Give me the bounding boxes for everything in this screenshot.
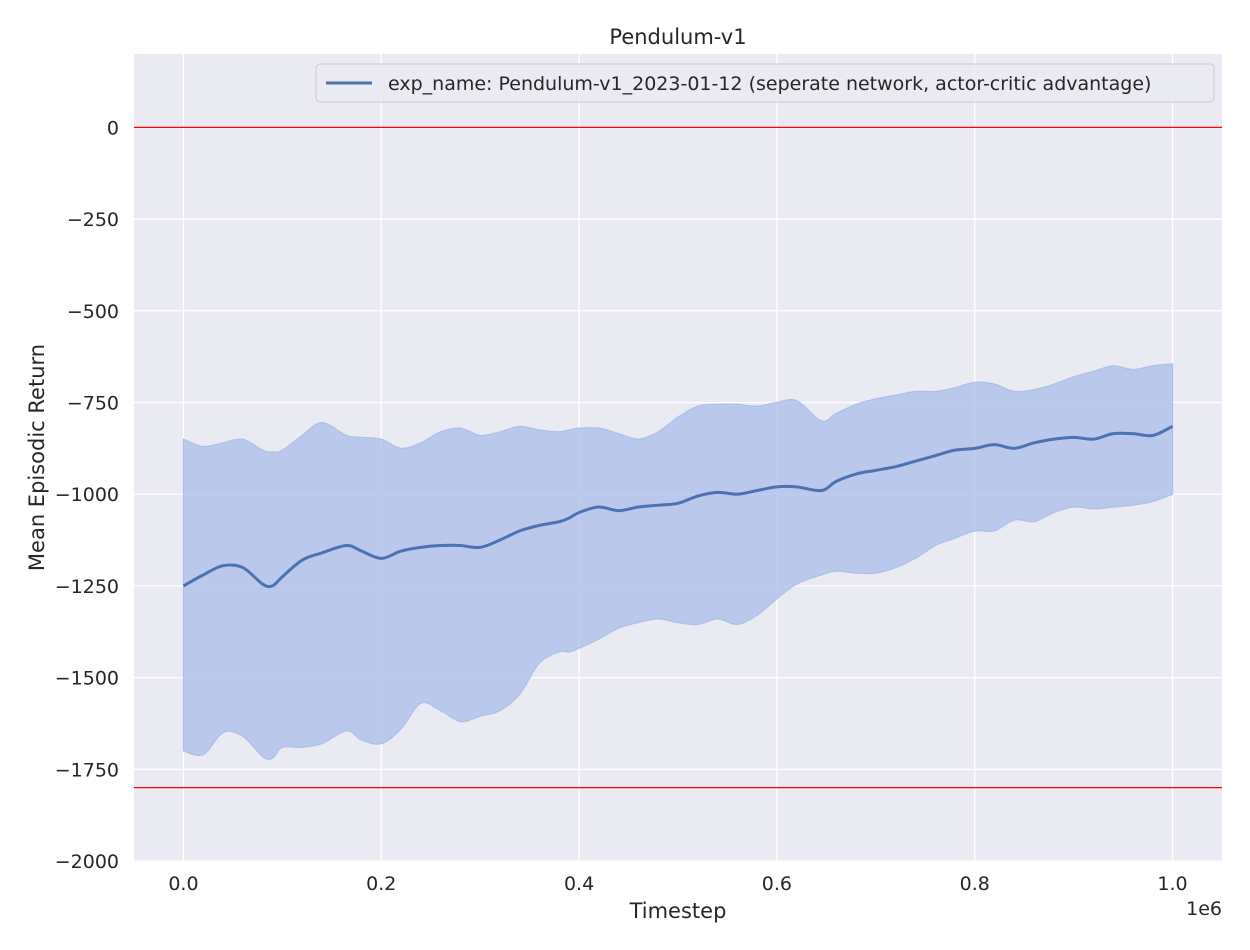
line-layer <box>182 424 1174 589</box>
x-tick-label: 0.6 <box>762 873 792 895</box>
mean-return-line <box>182 424 1174 589</box>
confidence-band <box>182 363 1174 760</box>
y-tick-label: −250 <box>67 209 119 231</box>
x-axis-title: Timestep <box>629 899 727 923</box>
x-tick-label: 1.0 <box>1157 873 1187 895</box>
y-axis-title: Mean Episodic Return <box>25 344 49 571</box>
y-tick-label: −2000 <box>55 851 119 873</box>
y-tick-label: −1250 <box>55 576 119 598</box>
y-tick-label: −500 <box>67 301 119 323</box>
y-tick-label: −750 <box>67 392 119 414</box>
x-axis: 0.0 0.2 0.4 0.6 0.8 1.0 <box>168 873 1187 895</box>
x-axis-offset-label: 1e6 <box>1186 898 1222 920</box>
x-tick-label: 0.4 <box>564 873 594 895</box>
y-tick-label: −1000 <box>55 484 119 506</box>
legend-entry-label: exp_name: Pendulum-v1_2023-01-12 (sepera… <box>388 73 1151 95</box>
y-tick-label: −1750 <box>55 759 119 781</box>
y-tick-label: 0 <box>107 117 119 139</box>
reference-lines <box>134 126 1222 789</box>
y-tick-label: −1500 <box>55 668 119 690</box>
band-layer <box>182 363 1174 760</box>
x-tick-label: 0.2 <box>366 873 396 895</box>
y-axis: 0 −250 −500 −750 −1000 −1250 −1500 −1750 −2000 <box>55 117 119 873</box>
x-tick-label: 0.8 <box>960 873 990 895</box>
chart-title: Pendulum-v1 <box>609 25 746 49</box>
legend-box <box>315 63 1215 103</box>
legend: exp_name: Pendulum-v1_2023-01-12 (sepera… <box>315 63 1215 103</box>
x-tick-label: 0.0 <box>168 873 198 895</box>
